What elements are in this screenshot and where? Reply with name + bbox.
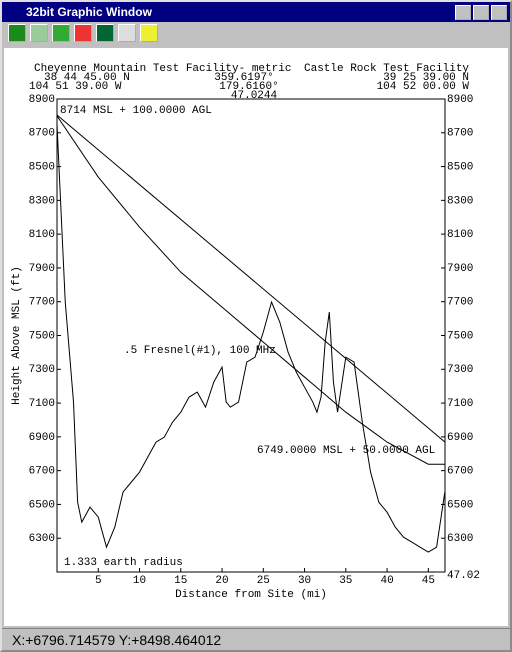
annotation: .5 Fresnel(#1), 100 MHz	[124, 345, 276, 357]
y-tick-label-right: 8100	[447, 229, 473, 241]
y-tick-label-right: 6500	[447, 499, 473, 511]
plot-frame	[56, 98, 446, 573]
header-text: 104 52 00.00 W	[377, 81, 470, 93]
toolbar	[2, 22, 510, 46]
status-bar: X:+6796.714579 Y:+8498.464012	[2, 628, 510, 651]
y-tick-label: 6500	[29, 499, 55, 511]
y-tick-label: 8100	[29, 229, 55, 241]
y-tick-label: 6700	[29, 466, 55, 478]
tool-button[interactable]	[118, 24, 136, 42]
header-text: 179.6160°	[219, 81, 278, 93]
x-end-label: 47.02	[447, 570, 480, 582]
y-tick-label: 6900	[29, 432, 55, 444]
y-tick-label: 8900	[29, 94, 55, 106]
window-title: 32bit Graphic Window	[26, 5, 152, 19]
annotation: 8714 MSL + 100.0000 AGL	[60, 105, 212, 117]
x-axis-label: Distance from Site (mi)	[175, 589, 327, 601]
title-bar: 32bit Graphic Window	[2, 2, 510, 22]
y-tick-label: 7500	[29, 330, 55, 342]
y-tick-label: 7300	[29, 364, 55, 376]
tool-button[interactable]	[74, 24, 92, 42]
y-tick-label-right: 8500	[447, 161, 473, 173]
x-tick-label: 35	[339, 575, 352, 587]
maximize[interactable]	[473, 5, 489, 20]
header-text: Cheyenne Mountain Test Facility- metric	[34, 63, 291, 75]
header-text: 39 25 39.00 N	[383, 72, 469, 84]
y-tick-label-right: 8300	[447, 195, 473, 207]
close[interactable]	[491, 5, 507, 20]
y-tick-label-right: 8700	[447, 128, 473, 140]
x-tick-label: 25	[257, 575, 270, 587]
y-tick-label-right: 7100	[447, 398, 473, 410]
y-tick-label: 7100	[29, 398, 55, 410]
y-tick-label-right: 6700	[447, 466, 473, 478]
y-tick-label-right: 7300	[447, 364, 473, 376]
series-line	[56, 124, 446, 553]
y-tick-label: 7900	[29, 263, 55, 275]
annotation: 1.333 earth radius	[64, 557, 183, 569]
x-tick-label: 5	[95, 575, 102, 587]
tool-button[interactable]	[96, 24, 114, 42]
tool-button[interactable]	[30, 24, 48, 42]
series-line	[56, 114, 446, 443]
tool-button[interactable]	[140, 24, 158, 42]
tool-button[interactable]	[8, 24, 26, 42]
x-tick-label: 20	[215, 575, 228, 587]
y-tick-label-right: 6300	[447, 533, 473, 545]
chart: Cheyenne Mountain Test Facility- metric C…	[4, 48, 508, 626]
y-tick-label-right: 7500	[447, 330, 473, 342]
x-tick-label: 15	[174, 575, 187, 587]
y-tick-label-right: 7900	[447, 263, 473, 275]
y-tick-label: 6300	[29, 533, 55, 545]
y-tick-label-right: 6900	[447, 432, 473, 444]
annotation: 6749.0000 MSL + 50.0000 AGL	[257, 445, 435, 457]
header-text: 38 44 45.00 N	[44, 72, 130, 84]
y-axis-label: Height Above MSL (ft)	[11, 266, 23, 405]
y-tick-label: 7700	[29, 297, 55, 309]
tool-button[interactable]	[52, 24, 70, 42]
x-tick-label: 30	[298, 575, 311, 587]
x-tick-label: 45	[422, 575, 435, 587]
header-text: Castle Rock Test Facility	[304, 63, 469, 75]
series-line	[56, 115, 445, 465]
x-tick-label: 10	[133, 575, 146, 587]
minimize[interactable]	[455, 5, 471, 20]
x-tick-label: 40	[380, 575, 393, 587]
y-tick-label-right: 8900	[447, 94, 473, 106]
header-text: 104 51 39.00 W	[29, 81, 122, 93]
y-tick-label: 8500	[29, 161, 55, 173]
y-tick-label: 8300	[29, 195, 55, 207]
header-text: 47.0244	[231, 90, 278, 102]
y-tick-label: 8700	[29, 128, 55, 140]
y-tick-label-right: 7700	[447, 297, 473, 309]
header-text: 359.6197°	[214, 72, 273, 84]
